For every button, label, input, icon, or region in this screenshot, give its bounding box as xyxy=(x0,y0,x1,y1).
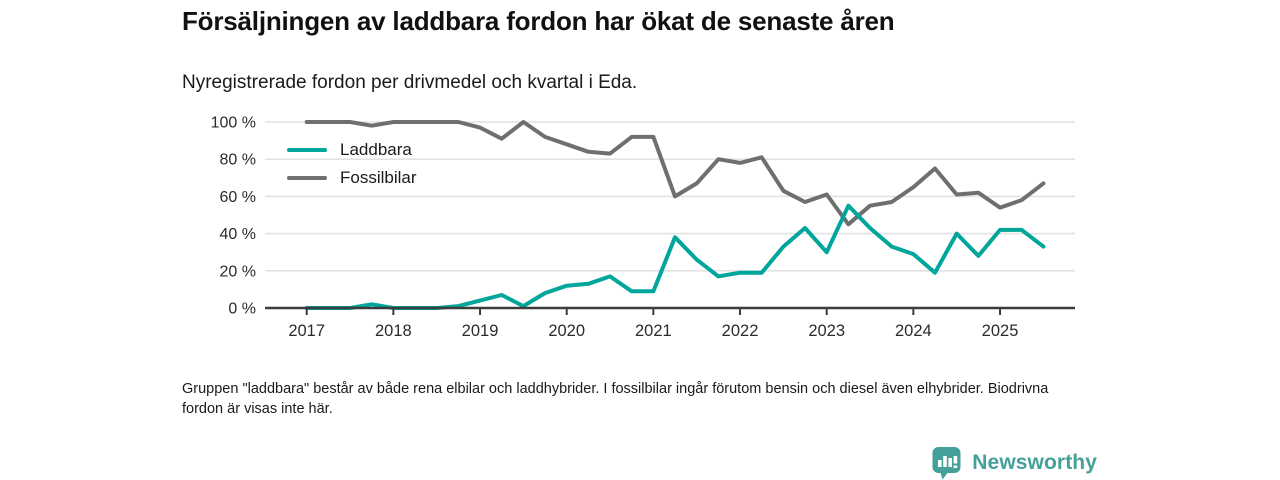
legend-item: Fossilbilar xyxy=(287,164,417,192)
x-axis-label: 2018 xyxy=(375,322,412,340)
footnote: Gruppen "laddbara" består av både rena e… xyxy=(182,381,1049,417)
x-axis-label: 2019 xyxy=(462,322,499,340)
x-axis-label: 2025 xyxy=(982,322,1019,340)
legend-label: Laddbara xyxy=(340,140,412,159)
bar-chart-pin-icon xyxy=(932,447,961,480)
x-axis-label: 2023 xyxy=(808,322,845,340)
y-axis-label: 80 % xyxy=(220,152,256,169)
legend-item: Laddbara xyxy=(287,136,417,164)
x-axis-label: 2021 xyxy=(635,322,672,340)
y-axis-label: 60 % xyxy=(220,189,256,206)
series-line-fossilbilar xyxy=(304,120,1046,227)
page-title: Försäljningen av laddbara fordon har öka… xyxy=(182,6,895,36)
bar-chart-pin-shape xyxy=(940,471,950,480)
legend: Laddbara Fossilbilar xyxy=(287,136,417,192)
bar-chart-pin-shape xyxy=(948,458,953,467)
y-axis-label: 20 % xyxy=(220,263,256,280)
bar-chart-pin-shape xyxy=(953,456,958,464)
x-axis-label: 2024 xyxy=(895,322,932,340)
series-line-laddbara xyxy=(304,203,1046,310)
legend-swatch-laddbara xyxy=(287,148,327,152)
bar-chart-pin-shape xyxy=(938,460,942,467)
y-axis-label: 40 % xyxy=(220,226,256,243)
legend-label: Fossilbilar xyxy=(340,168,417,187)
x-axis-label: 2022 xyxy=(722,322,759,340)
bar-chart-pin-shape xyxy=(943,456,948,467)
x-axis-label: 2020 xyxy=(548,322,585,340)
bar-chart-pin-shape xyxy=(953,465,958,469)
x-axis-label: 2017 xyxy=(288,322,325,340)
chart-subtitle: Nyregistrerade fordon per drivmedel och … xyxy=(182,72,638,93)
legend-swatch-fossilbilar xyxy=(287,176,327,180)
y-axis-label: 0 % xyxy=(228,301,256,318)
y-axis-label: 100 % xyxy=(211,115,256,132)
brand-name: Newsworthy xyxy=(972,450,1097,474)
newsworthy-logo[interactable]: Newsworthy xyxy=(931,445,1097,480)
